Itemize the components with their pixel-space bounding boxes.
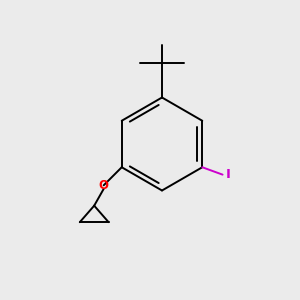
- Text: O: O: [99, 179, 109, 192]
- Text: I: I: [226, 168, 231, 181]
